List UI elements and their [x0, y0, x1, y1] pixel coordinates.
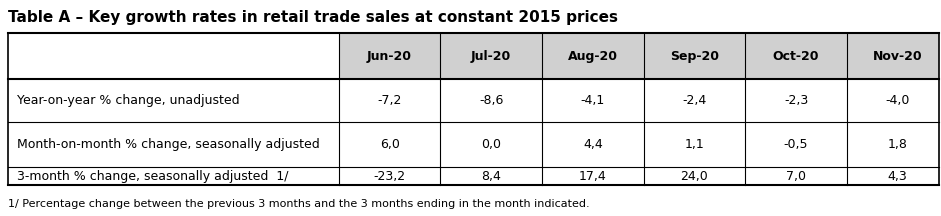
Bar: [339, 33, 939, 79]
Text: Table A – Key growth rates in retail trade sales at constant 2015 prices: Table A – Key growth rates in retail tra…: [8, 10, 617, 25]
Text: -0,5: -0,5: [784, 138, 808, 151]
Text: 1,8: 1,8: [887, 138, 908, 151]
Text: 1/ Percentage change between the previous 3 months and the 3 months ending in th: 1/ Percentage change between the previou…: [8, 199, 589, 209]
Text: -8,6: -8,6: [479, 94, 503, 107]
Text: -4,1: -4,1: [581, 94, 605, 107]
Text: 17,4: 17,4: [579, 170, 607, 183]
Text: 24,0: 24,0: [680, 170, 709, 183]
Text: -23,2: -23,2: [374, 170, 406, 183]
Text: Sep-20: Sep-20: [670, 50, 719, 63]
Text: -4,0: -4,0: [885, 94, 910, 107]
Bar: [8, 33, 939, 185]
Text: 6,0: 6,0: [379, 138, 400, 151]
Text: Oct-20: Oct-20: [773, 50, 820, 63]
Text: Aug-20: Aug-20: [567, 50, 618, 63]
Text: 8,4: 8,4: [481, 170, 502, 183]
Text: Year-on-year % change, unadjusted: Year-on-year % change, unadjusted: [17, 94, 240, 107]
Text: Month-on-month % change, seasonally adjusted: Month-on-month % change, seasonally adju…: [17, 138, 320, 151]
Text: 1,1: 1,1: [685, 138, 704, 151]
Text: Jun-20: Jun-20: [367, 50, 412, 63]
Text: 0,0: 0,0: [481, 138, 502, 151]
Text: Jul-20: Jul-20: [471, 50, 511, 63]
Text: Nov-20: Nov-20: [873, 50, 922, 63]
Text: -2,4: -2,4: [682, 94, 707, 107]
Text: -2,3: -2,3: [784, 94, 808, 107]
Text: 7,0: 7,0: [786, 170, 806, 183]
Text: -7,2: -7,2: [377, 94, 402, 107]
Text: 4,4: 4,4: [583, 138, 602, 151]
Text: 3-month % change, seasonally adjusted  1/: 3-month % change, seasonally adjusted 1/: [17, 170, 289, 183]
Text: 4,3: 4,3: [888, 170, 907, 183]
